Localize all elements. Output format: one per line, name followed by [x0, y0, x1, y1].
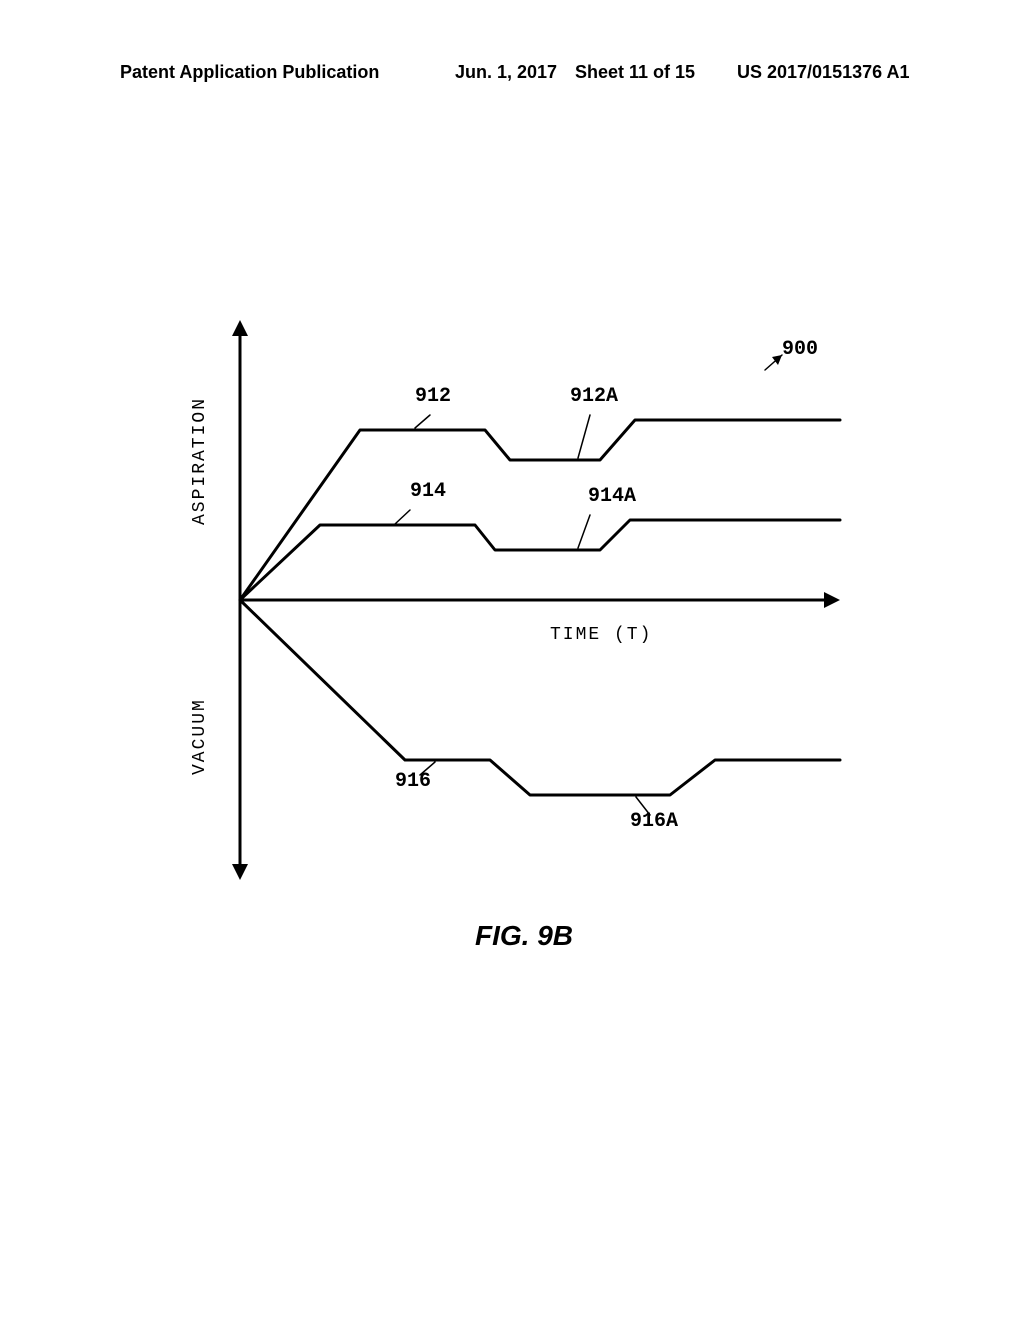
ref-914A: 914A — [588, 485, 636, 508]
figure-svg — [170, 300, 870, 900]
header-date: Jun. 1, 2017 — [455, 62, 557, 83]
header-left: Patent Application Publication — [120, 62, 379, 83]
ref-912: 912 — [415, 385, 451, 408]
header-pubno: US 2017/0151376 A1 — [737, 62, 909, 83]
figure-caption: FIG. 9B — [475, 920, 573, 952]
ref-912A: 912A — [570, 385, 618, 408]
patent-page: Patent Application Publication Jun. 1, 2… — [0, 0, 1024, 1320]
ref-914: 914 — [410, 480, 446, 503]
ref-916A: 916A — [630, 810, 678, 833]
ref-916: 916 — [395, 770, 431, 793]
x-axis-label-time: TIME (T) — [550, 625, 652, 645]
figure-9b — [170, 300, 870, 900]
header-sheet: Sheet 11 of 15 — [575, 62, 695, 83]
ref-900: 900 — [782, 338, 818, 361]
